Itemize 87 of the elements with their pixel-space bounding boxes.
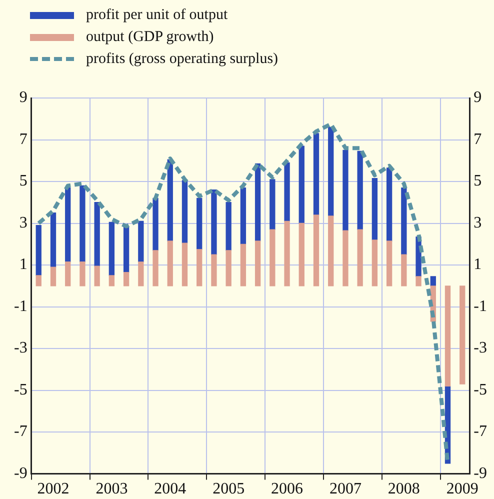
y2-tick-label: 5 [474,172,482,190]
x-tick-label: 2002 [37,480,70,498]
bar [270,179,276,230]
y-tick-label: 1 [19,256,28,274]
bar [138,220,144,262]
bar [444,286,451,386]
bar [328,126,334,216]
y-tick-label: -5 [14,381,28,398]
x-tick-label: 2006 [271,480,304,498]
bar [240,187,246,244]
bar [138,262,144,286]
y2-tick-label: 7 [474,130,482,148]
bar [182,242,188,286]
bar [108,275,115,286]
bar [80,262,86,286]
bar [386,240,392,286]
bar [36,275,42,286]
legend-label: profit per unit of output [86,6,228,24]
bar [211,190,217,255]
bar [36,225,42,276]
bar [254,163,261,242]
y2-tick-label: 3 [474,214,482,232]
x-tick-label: 2003 [96,480,128,498]
bar [152,250,158,286]
bar [226,250,232,286]
bar [416,276,422,286]
bar [372,240,378,286]
bar [357,150,363,230]
x-tick-label: 2009 [446,480,478,498]
bar [342,230,348,286]
bar [430,276,436,286]
bar [65,187,71,262]
y-tick-label: -3 [14,340,28,357]
bar [298,146,304,224]
bar [196,198,202,250]
bar [240,244,246,286]
x-tick-label: 2008 [388,480,420,498]
bar [94,266,100,286]
bar [211,254,217,286]
bar [401,187,407,255]
bar [50,212,56,268]
legend-label: output (GDP growth) [86,28,214,46]
y2-tick-label: -3 [474,340,487,357]
y-tick-label: 3 [19,214,28,232]
bar [182,180,188,244]
y2-tick-label: -1 [474,298,487,315]
bar [460,286,466,384]
y-tick-label: 9 [19,89,28,106]
bar [167,159,173,242]
bar [342,150,348,231]
bar [328,216,334,286]
y-tick-label: -9 [14,465,28,482]
bar [386,168,392,242]
y2-tick-label: -7 [474,423,487,440]
bar [94,202,100,266]
bar [254,240,261,286]
y2-tick-label: -5 [474,381,487,398]
y2-tick-label: 1 [474,256,482,274]
bar [167,240,173,286]
x-tick-label: 2007 [329,480,362,498]
y-tick-label: 7 [19,130,28,148]
bar [196,249,202,286]
bar [226,202,232,251]
y-tick-label: 5 [19,172,28,190]
bar [313,214,320,286]
bar [108,222,115,276]
bar [270,229,276,286]
bar [298,222,304,286]
y2-tick-label: 9 [474,89,482,106]
y2-tick-label: -9 [474,465,487,482]
y-tick-label: -7 [14,423,28,440]
bar [284,162,290,222]
bar [152,198,158,251]
x-tick-label: 2005 [212,480,245,498]
bar [313,133,320,216]
bar [123,226,130,273]
bar [65,262,71,286]
bar [123,272,130,286]
x-tick-label: 2004 [154,480,186,498]
bar [284,220,290,286]
bar [372,178,378,240]
legend-label: profits (gross operating surplus) [86,50,278,68]
bar [80,185,86,262]
bar [357,229,363,286]
y-tick-label: -1 [14,298,28,315]
bar [50,266,56,286]
bar [401,254,407,286]
